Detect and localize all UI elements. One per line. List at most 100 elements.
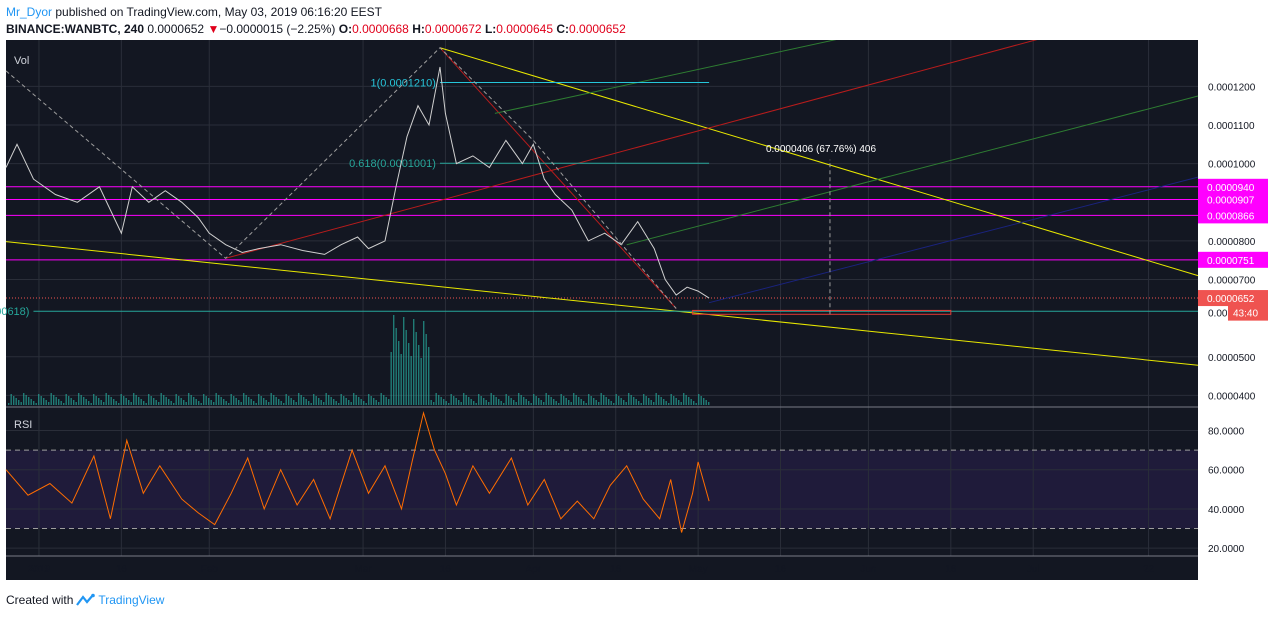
volume-bar bbox=[533, 394, 535, 405]
volume-bar bbox=[620, 398, 622, 405]
volume-bar bbox=[163, 395, 165, 405]
volume-bar bbox=[413, 319, 415, 405]
level-badge-label: 0.0000751 bbox=[1207, 256, 1255, 267]
volume-bar bbox=[110, 397, 112, 405]
volume-bar bbox=[630, 395, 632, 405]
rsi-tick-label: 60.0000 bbox=[1208, 466, 1245, 477]
last-price: 0.0000652 bbox=[147, 22, 205, 36]
tradingview-brand-link[interactable]: TradingView bbox=[98, 593, 165, 607]
volume-bar bbox=[453, 396, 455, 405]
current-price-badge bbox=[1198, 290, 1268, 307]
volume-bar bbox=[390, 352, 392, 405]
volume-bar bbox=[108, 395, 110, 405]
volume-bar bbox=[93, 394, 95, 405]
level-badge-label: 0.0000866 bbox=[1207, 211, 1255, 222]
volume-bar bbox=[640, 403, 642, 405]
volume-bar bbox=[645, 396, 647, 405]
volume-bar bbox=[325, 393, 327, 405]
volume-bar bbox=[73, 400, 75, 405]
volume-bar bbox=[585, 403, 587, 405]
volume-bar bbox=[320, 400, 322, 405]
volume-bar bbox=[245, 395, 247, 405]
volume-bar bbox=[698, 394, 700, 405]
volume-bar bbox=[370, 396, 372, 405]
time-tick-label: Mar bbox=[354, 564, 372, 575]
volume-bar bbox=[663, 399, 665, 405]
volume-bar bbox=[438, 395, 440, 405]
volume-bar bbox=[243, 393, 245, 405]
volume-bar bbox=[95, 396, 97, 405]
volume-bar bbox=[628, 393, 630, 405]
volume-bar bbox=[520, 395, 522, 405]
fib-label: 0.618(0.0001001) bbox=[349, 158, 436, 170]
volume-bar bbox=[485, 400, 487, 405]
volume-bar bbox=[555, 401, 557, 405]
author-link[interactable]: Mr_Dyor bbox=[6, 5, 53, 19]
volume-bar bbox=[655, 393, 657, 405]
volume-bar bbox=[440, 397, 442, 405]
volume-bar bbox=[488, 402, 490, 405]
trend-line bbox=[439, 47, 1199, 277]
volume-bar bbox=[568, 400, 570, 405]
volume-bar bbox=[260, 396, 262, 405]
volume-bar bbox=[643, 394, 645, 405]
volume-bar bbox=[455, 398, 457, 405]
volume-bar bbox=[23, 393, 25, 405]
volume-bar bbox=[268, 402, 270, 405]
volume-bar bbox=[48, 402, 50, 405]
volume-bar bbox=[685, 395, 687, 405]
volume-bar bbox=[483, 398, 485, 405]
volume-bar bbox=[603, 395, 605, 405]
volume-bar bbox=[563, 396, 565, 405]
volume-bar bbox=[688, 397, 690, 405]
volume-bar bbox=[353, 393, 355, 405]
volume-bar bbox=[570, 402, 572, 405]
volume-bar bbox=[350, 402, 352, 405]
price-series-line bbox=[5, 66, 710, 299]
volume-bar bbox=[25, 395, 27, 405]
volume-bar bbox=[535, 396, 537, 405]
volume-bar bbox=[650, 400, 652, 405]
price-axis-badges: 0.0000940 0.0000907 0.0000866 0.0000751 0.00… bbox=[1198, 178, 1268, 321]
volume-bar bbox=[470, 399, 472, 405]
volume-bar bbox=[420, 358, 422, 405]
volume-bar bbox=[310, 403, 312, 405]
volume-bar bbox=[525, 399, 527, 405]
volume-bar bbox=[100, 400, 102, 405]
volume-bar bbox=[673, 396, 675, 405]
rsi-tick-label: 40.0000 bbox=[1208, 505, 1245, 516]
volume-bar bbox=[235, 398, 237, 405]
volume-bar bbox=[130, 402, 132, 405]
measure-label: 0.0000406 (67.76%) 406 bbox=[766, 144, 877, 155]
volume-bar bbox=[343, 396, 345, 405]
volume-bar bbox=[10, 394, 12, 405]
volume-bar bbox=[695, 403, 697, 405]
volume-bar bbox=[373, 398, 375, 405]
volume-bar bbox=[83, 397, 85, 405]
volume-bar bbox=[653, 402, 655, 405]
chart-canvas[interactable]: 1(0.0001210) 0.618(0.0001001) 0.618(0.0000… bbox=[0, 40, 1274, 580]
horizontal-levels bbox=[6, 186, 1198, 299]
volume-bar bbox=[198, 401, 200, 405]
volume-bar bbox=[418, 345, 420, 405]
time-tick-label: 16 bbox=[945, 564, 957, 575]
price-tick-label: 0.0001100 bbox=[1208, 121, 1255, 132]
volume-bar bbox=[573, 393, 575, 405]
volume-bar bbox=[53, 395, 55, 405]
volume-bar bbox=[618, 396, 620, 405]
volume-bar bbox=[358, 397, 360, 405]
volume-bar bbox=[408, 343, 410, 405]
current-price-label: 0.0000652 bbox=[1207, 294, 1255, 305]
volume-bar bbox=[15, 398, 17, 405]
volume-bar bbox=[495, 397, 497, 405]
volume-bar bbox=[538, 398, 540, 405]
publish-info: published on TradingView.com, May 03, 20… bbox=[55, 5, 383, 19]
volume-bar bbox=[293, 400, 295, 405]
volume-bar bbox=[403, 317, 405, 405]
price-tick-label: 0.0001200 bbox=[1208, 82, 1256, 93]
volume-bar bbox=[300, 395, 302, 405]
volume-bar bbox=[365, 403, 367, 405]
volume-bar bbox=[55, 397, 57, 405]
volume-bar bbox=[180, 398, 182, 405]
volume-bar bbox=[405, 330, 407, 405]
